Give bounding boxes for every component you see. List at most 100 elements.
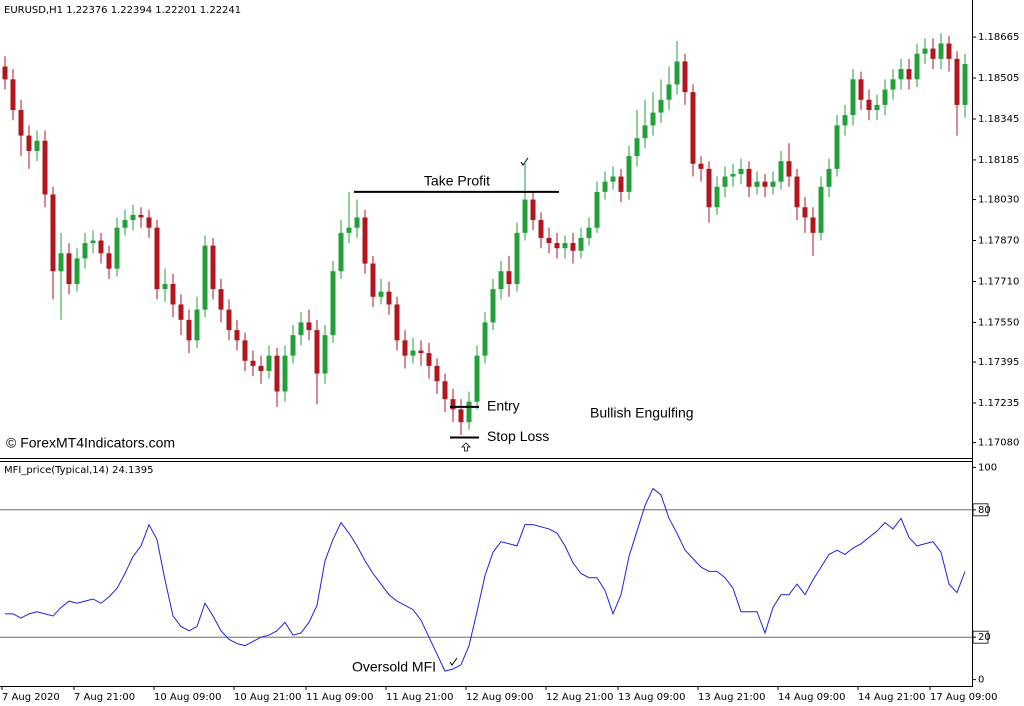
candle-body	[626, 156, 632, 192]
candle-body	[882, 89, 888, 105]
candle-body	[466, 401, 472, 423]
candle-body	[490, 289, 496, 323]
candle-body	[346, 227, 352, 233]
candle-body	[506, 271, 512, 285]
candle-body	[538, 220, 544, 238]
watermark: © ForexMT4Indicators.com	[6, 435, 175, 451]
candle-body	[258, 365, 264, 372]
candle-body	[706, 168, 712, 208]
candle-body	[370, 263, 376, 297]
candle-body	[546, 237, 552, 244]
y-tick-label: 100	[978, 462, 997, 473]
candle-body	[90, 240, 96, 244]
candle-body	[754, 181, 760, 187]
candle-body	[298, 322, 304, 336]
candle-body	[842, 115, 848, 126]
candle-body	[602, 181, 608, 192]
candle-body	[834, 125, 840, 169]
level-box	[972, 503, 989, 517]
x-tick-label: 7 Aug 2020	[2, 692, 60, 703]
pattern-label: Bullish Engulfing	[590, 405, 694, 421]
x-tick-label: 14 Aug 21:00	[858, 692, 925, 703]
candle-body	[778, 161, 784, 182]
candle-body	[314, 330, 320, 374]
candle-body	[642, 125, 648, 139]
candle-body	[178, 304, 184, 320]
candle-body	[418, 350, 424, 354]
candle-body	[874, 104, 880, 111]
x-tick-label: 11 Aug 09:00	[306, 692, 373, 703]
candle-body	[338, 232, 344, 272]
candle-body	[234, 330, 240, 341]
y-tick-label: 80	[978, 505, 991, 516]
candle-body	[58, 253, 64, 272]
candle-body	[482, 322, 488, 356]
indicator-header: MFI_price(Typical,14) 24.1395	[4, 465, 153, 476]
x-tick-label: 13 Aug 09:00	[618, 692, 685, 703]
candle-body	[530, 199, 536, 221]
candle-body	[786, 161, 792, 177]
candle-body	[458, 409, 464, 423]
candle-body	[442, 381, 448, 400]
candle-body	[522, 199, 528, 233]
candle-body	[10, 79, 16, 111]
candle-body	[586, 227, 592, 238]
check-mark	[520, 157, 529, 166]
candle-body	[274, 355, 280, 392]
candle-body	[738, 168, 744, 174]
candle-body	[850, 79, 856, 116]
candle-body	[610, 176, 616, 182]
candle-body	[922, 48, 928, 54]
candle-body	[282, 355, 288, 392]
candle-body	[210, 245, 216, 290]
y-tick-label: 1.17550	[978, 317, 1019, 328]
candle-body	[810, 217, 816, 233]
candle-body	[890, 79, 896, 90]
candle-body	[322, 335, 328, 374]
candle-body	[666, 84, 672, 100]
candle-body	[362, 217, 368, 264]
annotation-label: Stop Loss	[487, 428, 549, 444]
x-tick-label: 17 Aug 09:00	[930, 692, 997, 703]
candle-body	[122, 220, 128, 228]
candle-body	[826, 168, 832, 187]
annotation-label: Entry	[487, 398, 520, 414]
candle-body	[226, 309, 232, 331]
candle-body	[962, 63, 968, 105]
oversold-label: Oversold MFI	[352, 659, 436, 675]
candle-body	[114, 227, 120, 269]
candle-body	[34, 140, 40, 151]
candle-body	[402, 340, 408, 356]
candle-body	[674, 61, 680, 85]
y-tick-label: 20	[978, 632, 991, 643]
candle-body	[378, 291, 384, 297]
candle-body	[426, 353, 432, 366]
candle-body	[722, 176, 728, 187]
candle-body	[394, 304, 400, 341]
candle-body	[930, 48, 936, 59]
candle-body	[386, 291, 392, 305]
candle-body	[730, 173, 736, 177]
x-tick-label: 14 Aug 09:00	[778, 692, 845, 703]
candle-body	[82, 243, 88, 259]
candle-body	[410, 350, 416, 356]
candle-body	[594, 191, 600, 228]
candle-body	[250, 360, 256, 366]
y-tick-label: 0	[978, 675, 984, 686]
arrow-icon	[461, 442, 471, 452]
x-tick-label: 12 Aug 09:00	[466, 692, 533, 703]
candle-body	[746, 168, 752, 187]
y-tick-label: 1.17870	[978, 236, 1019, 247]
candle-body	[802, 207, 808, 218]
candle-body	[154, 227, 160, 290]
candle-body	[186, 319, 192, 341]
candle-body	[330, 271, 336, 336]
y-tick-label: 1.17395	[978, 357, 1019, 368]
candle-body	[690, 92, 696, 164]
candle-body	[66, 253, 72, 285]
candle-body	[714, 186, 720, 208]
y-tick-label: 1.17235	[978, 398, 1019, 409]
candle-body	[906, 69, 912, 80]
candle-body	[50, 194, 56, 272]
candle-body	[914, 53, 920, 80]
